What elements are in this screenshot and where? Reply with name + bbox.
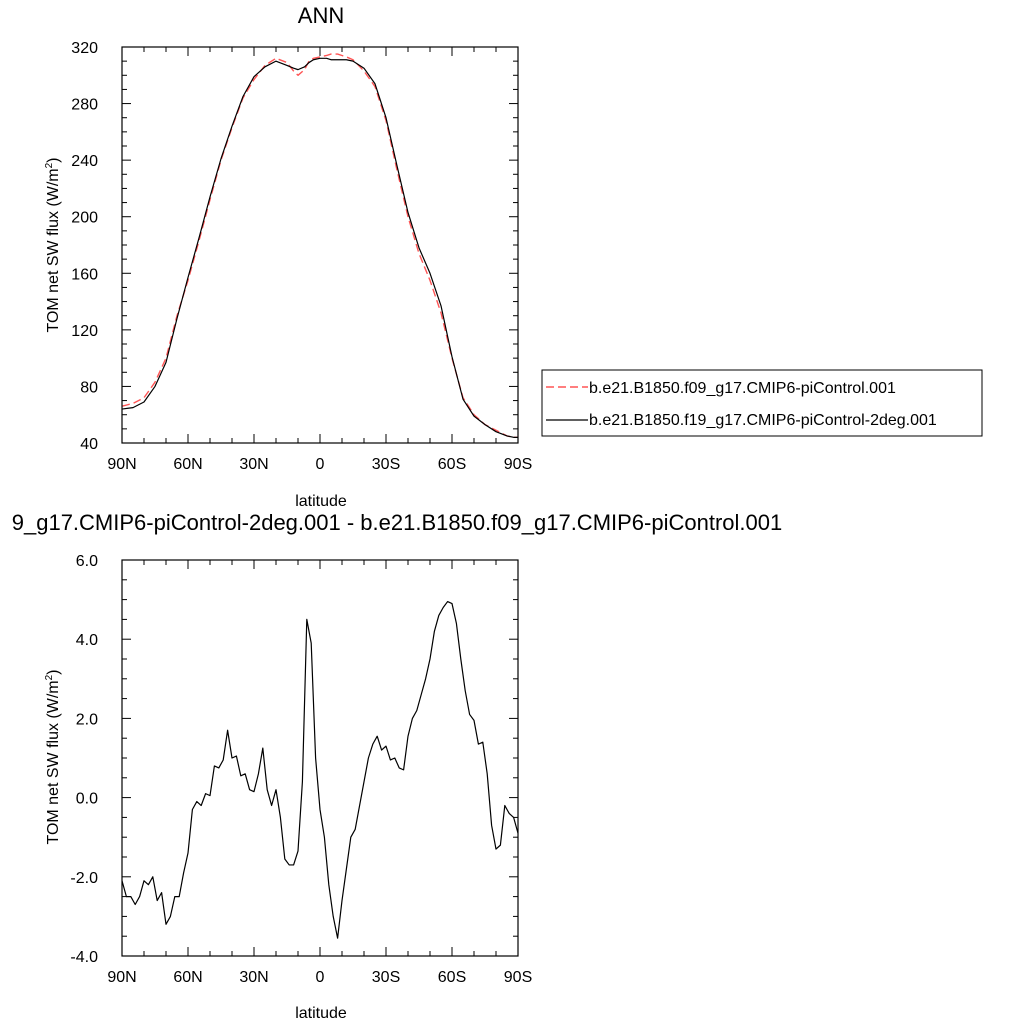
svg-text:TOM net SW flux (W/m2): TOM net SW flux (W/m2) <box>44 157 62 332</box>
bottom-y-tick-label: 4.0 <box>76 632 98 649</box>
top-y-tick-label: 200 <box>71 210 98 227</box>
legend-entry-f19: b.e21.B1850.f19_g17.CMIP6-piControl-2deg… <box>589 412 937 429</box>
top-x-tick-label: 30N <box>239 456 268 473</box>
bottom-x-axis-label: latitude <box>295 1005 347 1022</box>
legend: b.e21.B1850.f09_g17.CMIP6-piControl.001 … <box>541 369 983 437</box>
bottom-plot-frame <box>121 559 519 957</box>
top-y-tick-label: 160 <box>71 266 98 283</box>
top-y-axis-label-close: ) <box>45 157 62 162</box>
top-y-tick-label: 320 <box>71 40 98 57</box>
top-y-axis-label: TOM net SW flux (W/m2) <box>44 157 62 332</box>
top-y-axis-label-main: TOM net SW flux (W/m <box>45 168 62 332</box>
top-y-tick-label: 120 <box>71 323 98 340</box>
svg-text:TOM net SW flux (W/m2): TOM net SW flux (W/m2) <box>44 669 62 844</box>
top-x-tick-label: 60N <box>173 456 202 473</box>
bottom-x-tick-label: 90N <box>107 969 136 986</box>
bottom-x-tick-label: 90S <box>504 969 532 986</box>
top-x-tick-label: 0 <box>316 456 325 473</box>
bottom-x-tick-label: 30N <box>239 969 268 986</box>
bottom-y-axis-label: TOM net SW flux (W/m2) <box>44 669 62 844</box>
bottom-y-tick-label: 2.0 <box>76 711 98 728</box>
top-series-line-1 <box>121 57 518 438</box>
top-panel: ANN TOM net SW flux (W/m2) latitude 90N 6… <box>44 3 532 510</box>
legend-box <box>541 369 983 437</box>
top-y-tick-label: 280 <box>71 97 98 114</box>
bottom-y-tick-label: -2.0 <box>70 870 98 887</box>
top-y-tick-label: 80 <box>80 379 98 396</box>
bottom-y-axis-label-main: TOM net SW flux (W/m <box>45 680 62 844</box>
bottom-y-tick-label: -4.0 <box>70 949 98 966</box>
bottom-x-tick-label: 30S <box>372 969 400 986</box>
bottom-x-tick-label: 60S <box>438 969 466 986</box>
top-x-tick-label: 30S <box>372 456 400 473</box>
legend-entry-f09: b.e21.B1850.f09_g17.CMIP6-piControl.001 <box>589 380 896 397</box>
top-x-tick-label: 60S <box>438 456 466 473</box>
top-y-tick-label: 240 <box>71 153 98 170</box>
top-y-axis-label-sup: 2 <box>44 162 55 168</box>
bottom-y-tick-label: 0.0 <box>76 791 98 808</box>
top-chart-title: ANN <box>298 3 344 28</box>
bottom-panel: 9_g17.CMIP6-piControl-2deg.001 - b.e21.B… <box>12 510 782 1022</box>
bottom-chart-title: 9_g17.CMIP6-piControl-2deg.001 - b.e21.B… <box>12 510 782 535</box>
top-x-tick-label: 90S <box>504 456 532 473</box>
bottom-x-tick-label: 60N <box>173 969 202 986</box>
top-x-axis-label: latitude <box>295 493 347 510</box>
bottom-x-tick-label: 0 <box>316 969 325 986</box>
bottom-y-tick-label: 6.0 <box>76 553 98 570</box>
bottom-y-axis-label-sup: 2 <box>44 674 55 680</box>
bottom-y-axis-label-close: ) <box>45 669 62 674</box>
top-x-tick-label: 90N <box>107 456 136 473</box>
bottom-series-line-0 <box>121 600 519 939</box>
top-y-tick-label: 40 <box>80 436 98 453</box>
